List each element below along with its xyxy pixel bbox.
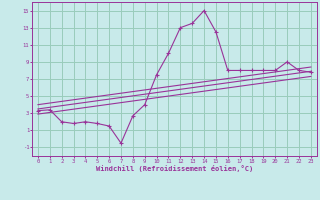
X-axis label: Windchill (Refroidissement éolien,°C): Windchill (Refroidissement éolien,°C) [96,165,253,172]
